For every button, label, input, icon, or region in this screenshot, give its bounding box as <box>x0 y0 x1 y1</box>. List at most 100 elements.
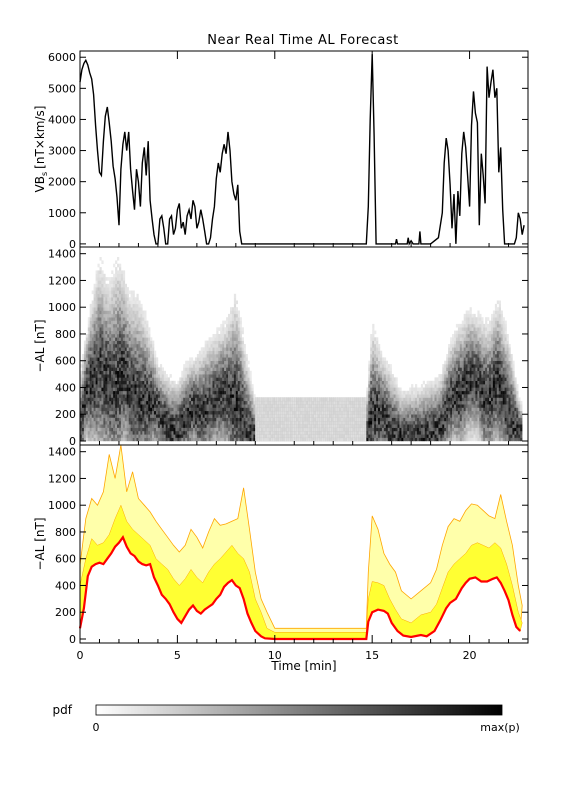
pdf-cell <box>124 394 127 398</box>
pdf-cell <box>448 434 451 438</box>
pdf-cell <box>454 344 457 348</box>
pdf-cell <box>91 424 94 428</box>
pdf-cell <box>239 377 242 381</box>
pdf-cell <box>119 377 122 381</box>
pdf-cell <box>87 380 90 385</box>
pdf-cell <box>448 380 451 385</box>
pdf-cell <box>364 434 367 439</box>
pdf-cell <box>126 400 129 405</box>
pdf-cell <box>233 424 237 428</box>
pdf-cell <box>138 400 141 405</box>
pdf-cell <box>366 417 369 422</box>
pdf-cell <box>163 397 166 402</box>
pdf-cell <box>87 400 90 405</box>
pdf-cell <box>212 424 215 428</box>
pdf-cell <box>150 337 153 341</box>
pdf-cell <box>206 390 209 395</box>
pdf-cell <box>99 287 102 291</box>
pdf-cell <box>218 380 221 385</box>
pdf-cell <box>179 417 182 422</box>
pdf-cell <box>198 350 201 355</box>
pdf-cell <box>122 427 126 432</box>
pdf-cell <box>214 354 217 358</box>
pdf-cell <box>208 404 211 408</box>
pdf-cell <box>214 370 217 375</box>
pdf-cell <box>146 407 149 412</box>
pdf-cell <box>241 340 244 345</box>
pdf-cell <box>124 303 127 308</box>
pdf-cell <box>124 350 127 355</box>
pdf-cell <box>117 257 120 261</box>
pdf-cell <box>136 394 139 398</box>
pdf-cell <box>109 297 112 301</box>
pdf-cell <box>368 394 371 398</box>
pdf-cell <box>448 360 451 365</box>
pdf-cell <box>455 374 459 378</box>
pdf-cell <box>226 420 229 425</box>
pdf-cell <box>120 347 124 351</box>
pdf-cell <box>117 320 120 325</box>
pdf-cell <box>424 417 427 422</box>
pdf-cell <box>247 360 250 365</box>
pdf-cell <box>405 407 408 412</box>
pdf-cell <box>235 300 238 305</box>
pdf-cell <box>226 431 229 435</box>
pdf-cell <box>395 404 398 408</box>
pdf-cell <box>405 390 408 395</box>
pdf-cell <box>95 290 98 295</box>
pdf-cell <box>128 327 131 331</box>
pdf-cell <box>89 323 92 328</box>
pdf-cell <box>226 377 229 381</box>
pdf-cell <box>378 347 381 351</box>
pdf-cell <box>220 350 223 355</box>
pdf-cell <box>154 427 157 432</box>
pdf-cell <box>216 367 219 371</box>
pdf-cell <box>117 350 120 355</box>
pdf-cell <box>385 367 388 371</box>
pdf-cell <box>241 360 244 365</box>
pdf-cell <box>450 437 453 442</box>
pdf-cell <box>461 327 464 331</box>
pdf-cell <box>233 337 237 341</box>
pdf-cell <box>138 437 141 442</box>
pdf-cell <box>417 404 420 408</box>
pdf-cell <box>87 417 90 422</box>
pdf-cell <box>405 404 408 408</box>
pdf-cell <box>434 407 437 412</box>
pdf-cell <box>101 350 104 355</box>
pdf-cell <box>200 394 203 398</box>
pdf-cell <box>105 394 108 398</box>
pdf-cell <box>220 424 223 428</box>
pdf-cell <box>372 330 375 335</box>
pdf-cell <box>80 424 83 428</box>
pdf-cell <box>407 407 410 412</box>
pdf-cell <box>81 380 85 385</box>
pdf-cell <box>95 310 98 315</box>
pdf-cell <box>101 303 104 308</box>
pdf-cell <box>132 307 135 311</box>
pdf-cell <box>122 350 126 355</box>
pdf-cell <box>124 330 127 335</box>
pdf-cell <box>374 347 377 351</box>
pdf-cell <box>124 417 127 422</box>
pdf-cell <box>253 394 256 398</box>
pdf-cell <box>420 397 424 402</box>
pdf-cell <box>89 407 92 412</box>
pdf-cell <box>450 407 453 412</box>
pdf-cell <box>128 437 131 442</box>
pdf-cell <box>187 400 190 405</box>
pdf-cell <box>245 424 248 428</box>
pdf-cell <box>198 394 201 398</box>
pdf-cell <box>397 390 400 395</box>
pdf-cell <box>381 424 385 428</box>
pdf-cell <box>222 344 225 348</box>
pdf-cell <box>185 387 188 392</box>
pdf-cell <box>124 414 127 418</box>
pdf-cell <box>228 380 231 385</box>
pdf-cell <box>122 340 126 345</box>
pdf-cell <box>85 350 88 355</box>
pdf-cell <box>124 287 127 291</box>
pdf-cell <box>235 344 238 348</box>
pdf-cell <box>220 420 223 425</box>
pdf-cell <box>452 410 455 415</box>
